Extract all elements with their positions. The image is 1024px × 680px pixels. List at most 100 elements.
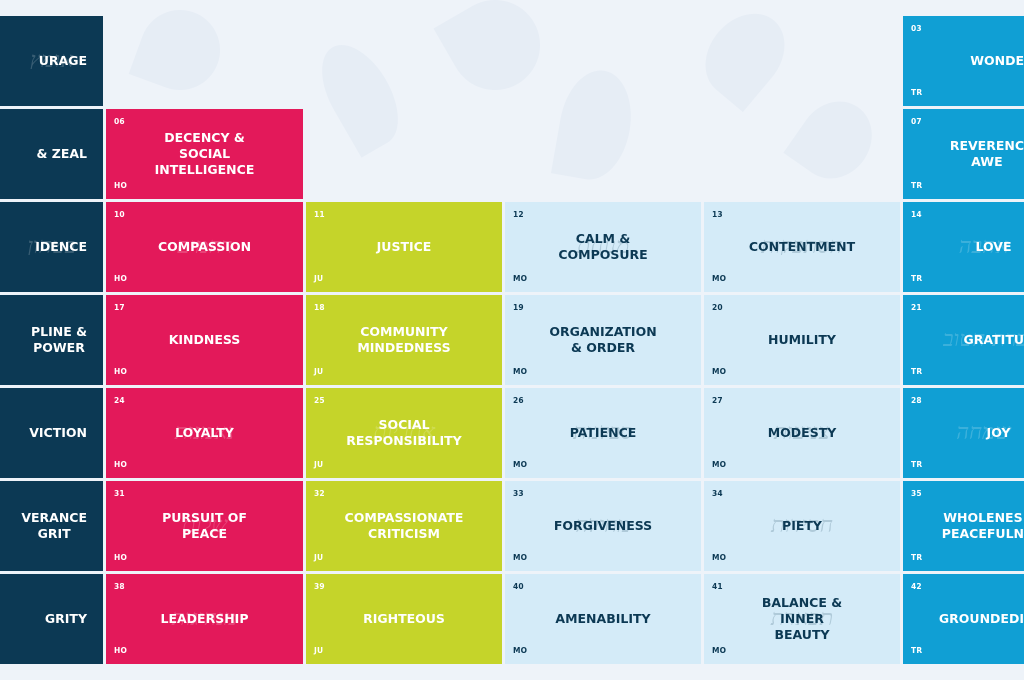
trait-tile-compassionate-criticism[interactable]: 32 COMPASSIONATE CRITICISM JU bbox=[306, 481, 502, 571]
trait-name: PATIENCE bbox=[569, 425, 637, 440]
trait-name: LOVE bbox=[975, 239, 1012, 254]
trait-tile-integrity[interactable]: GRITY bbox=[0, 574, 103, 664]
trait-name: & ZEAL bbox=[36, 146, 88, 161]
category-code: TR bbox=[911, 646, 923, 655]
trait-name: FORGIVENESS bbox=[553, 518, 653, 533]
trait-tile-joy[interactable]: 28 שמחה JOY TR bbox=[903, 388, 1024, 478]
trait-tile-courage[interactable]: אומץ URAGE bbox=[0, 16, 103, 106]
category-code: HO bbox=[114, 367, 128, 376]
trait-tile-zeal[interactable]: & ZEAL bbox=[0, 109, 103, 199]
trait-tile-modesty[interactable]: 27 צניעות MODESTY MO bbox=[704, 388, 900, 478]
hebrew-watermark: שלום bbox=[181, 518, 228, 534]
background-leaf bbox=[689, 0, 801, 112]
trait-tile-gratitude[interactable]: 21 הכרת הטוב GRATITU TR bbox=[903, 295, 1024, 385]
hebrew-watermark: צניעות bbox=[774, 425, 830, 441]
tile-number: 24 bbox=[114, 396, 125, 405]
trait-tile-calm[interactable]: 12 מנוחת CALM & COMPOSURE MO bbox=[505, 202, 701, 292]
category-code: JU bbox=[314, 274, 324, 283]
tile-number: 25 bbox=[314, 396, 325, 405]
category-code: TR bbox=[911, 460, 923, 469]
tile-number: 14 bbox=[911, 210, 922, 219]
trait-name: PIETY bbox=[782, 518, 822, 533]
trait-tile-kindness[interactable]: 17 KINDNESS HO bbox=[106, 295, 303, 385]
trait-name: WHOLENES PEACEFULN bbox=[941, 510, 1024, 541]
trait-tile-love[interactable]: 14 אהבה LOVE TR bbox=[903, 202, 1024, 292]
trait-name: CONTENTMENT bbox=[748, 239, 856, 254]
hebrew-watermark: חסידות bbox=[771, 518, 833, 534]
trait-tile-justice[interactable]: 11 JUSTICE JU bbox=[306, 202, 502, 292]
tile-number: 40 bbox=[513, 582, 524, 591]
trait-tile-reverence[interactable]: 07 REVERENC AWE TR bbox=[903, 109, 1024, 199]
trait-name: MODESTY bbox=[767, 425, 837, 440]
trait-name: IDENCE bbox=[35, 239, 87, 254]
trait-tile-amenability[interactable]: 40 AMENABILITY MO bbox=[505, 574, 701, 664]
hebrew-watermark: אחריות bbox=[373, 425, 435, 441]
trait-name: SOCIAL RESPONSIBILITY bbox=[346, 417, 462, 448]
trait-tile-wholeness[interactable]: 35 WHOLENES PEACEFULN TR bbox=[903, 481, 1024, 571]
trait-tile-leadership[interactable]: 38 מנהיגות LEADERSHIP HO bbox=[106, 574, 303, 664]
category-code: TR bbox=[911, 367, 923, 376]
tile-number: 03 bbox=[911, 24, 922, 33]
trait-tile-organization[interactable]: 19 ORGANIZATION & ORDER MO bbox=[505, 295, 701, 385]
hebrew-watermark: מנוחת bbox=[576, 239, 630, 255]
hebrew-watermark: אומץ bbox=[29, 53, 74, 69]
tile-number: 17 bbox=[114, 303, 125, 312]
trait-tile-loyalty[interactable]: 24 נאמנות LOYALTY HO bbox=[106, 388, 303, 478]
trait-tile-groundedness[interactable]: 42 GROUNDEDI TR bbox=[903, 574, 1024, 664]
tile-number: 35 bbox=[911, 489, 922, 498]
category-code: HO bbox=[114, 181, 128, 190]
hebrew-watermark: תפארת bbox=[770, 611, 834, 627]
tile-number: 38 bbox=[114, 582, 125, 591]
trait-tile-pursuit-of-peace[interactable]: 31 שלום PURSUIT OF PEACE HO bbox=[106, 481, 303, 571]
trait-tile-balance[interactable]: 41 תפארת BALANCE & INNER BEAUTY MO bbox=[704, 574, 900, 664]
hebrew-watermark: סבלנות bbox=[573, 425, 633, 441]
category-code: MO bbox=[513, 460, 528, 469]
trait-name: GRATITU bbox=[963, 332, 1024, 347]
trait-tile-forgiveness[interactable]: 33 מחילה FORGIVENESS MO bbox=[505, 481, 701, 571]
trait-tile-compassion[interactable]: 10 רחמים COMPASSION HO bbox=[106, 202, 303, 292]
category-code: MO bbox=[513, 646, 528, 655]
tile-number: 27 bbox=[712, 396, 723, 405]
trait-name: PURSUIT OF PEACE bbox=[162, 510, 247, 541]
trait-tile-patience[interactable]: 26 סבלנות PATIENCE MO bbox=[505, 388, 701, 478]
trait-name: GROUNDEDI bbox=[938, 611, 1024, 626]
category-code: MO bbox=[513, 274, 528, 283]
trait-tile-discipline[interactable]: PLINE & POWER bbox=[0, 295, 103, 385]
trait-tile-social-responsibility[interactable]: 25 אחריות SOCIAL RESPONSIBILITY JU bbox=[306, 388, 502, 478]
category-code: TR bbox=[911, 88, 923, 97]
trait-tile-wonder[interactable]: 03 WONDE TR bbox=[903, 16, 1024, 106]
trait-tile-confidence[interactable]: בטחון IDENCE bbox=[0, 202, 103, 292]
trait-tile-contentment[interactable]: 13 הסתפקות CONTENTMENT MO bbox=[704, 202, 900, 292]
background-leaf bbox=[128, 0, 232, 102]
trait-tile-community-mindedness[interactable]: 18 COMMUNITY MINDEDNESS JU bbox=[306, 295, 502, 385]
trait-tile-decency[interactable]: 06 DECENCY & SOCIAL INTELLIGENCE HO bbox=[106, 109, 303, 199]
tile-number: 10 bbox=[114, 210, 125, 219]
trait-name: JUSTICE bbox=[376, 239, 432, 254]
tile-number: 42 bbox=[911, 582, 922, 591]
hebrew-watermark: שמחה bbox=[956, 425, 1011, 441]
trait-tile-humility[interactable]: 20 HUMILITY MO bbox=[704, 295, 900, 385]
trait-name: PLINE & POWER bbox=[30, 324, 87, 355]
trait-tile-perseverance[interactable]: VERANCE GRIT bbox=[0, 481, 103, 571]
tile-number: 34 bbox=[712, 489, 723, 498]
category-code: JU bbox=[314, 553, 324, 562]
category-code: HO bbox=[114, 553, 128, 562]
trait-name: LEADERSHIP bbox=[160, 611, 249, 626]
trait-tile-righteous[interactable]: 39 RIGHTEOUS JU bbox=[306, 574, 502, 664]
trait-name: HUMILITY bbox=[768, 332, 836, 347]
category-code: MO bbox=[712, 646, 727, 655]
background-leaf bbox=[550, 64, 640, 186]
tile-number: 39 bbox=[314, 582, 325, 591]
trait-name: CALM & COMPOSURE bbox=[558, 231, 648, 262]
hebrew-watermark: בטחון bbox=[27, 239, 76, 255]
trait-tile-conviction[interactable]: VICTION bbox=[0, 388, 103, 478]
hebrew-watermark: מחילה bbox=[575, 518, 631, 534]
tile-number: 19 bbox=[513, 303, 524, 312]
trait-name: REVERENC AWE bbox=[949, 138, 1024, 169]
trait-name: KINDNESS bbox=[168, 332, 241, 347]
tile-number: 13 bbox=[712, 210, 723, 219]
background-leaf bbox=[783, 87, 887, 193]
trait-tile-piety[interactable]: 34 חסידות PIETY MO bbox=[704, 481, 900, 571]
category-code: MO bbox=[712, 460, 727, 469]
background-leaf bbox=[433, 0, 557, 107]
